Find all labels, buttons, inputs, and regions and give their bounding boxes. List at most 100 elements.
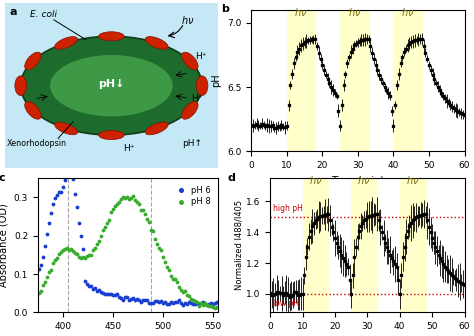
pH 6 [175,297,183,303]
pH 6 [35,267,43,272]
pH 6 [153,298,161,303]
Text: high pH: high pH [273,204,303,213]
pH 6 [183,302,191,307]
pH 8 [165,267,173,272]
Y-axis label: Absorbance (OD): Absorbance (OD) [0,203,8,287]
pH 8 [39,282,47,288]
Ellipse shape [25,52,41,70]
pH 6 [125,297,133,303]
Y-axis label: Normalized I488/I405: Normalized I488/I405 [234,200,243,290]
pH 8 [49,260,57,266]
pH 6 [139,297,147,302]
pH 6 [177,300,185,306]
pH 8 [139,208,147,213]
pH 6 [165,301,173,306]
pH 6 [91,285,99,291]
pH 8 [91,245,99,250]
pH 8 [69,248,77,253]
pH 8 [201,300,209,305]
pH 6 [147,300,155,305]
pH 8 [59,248,67,253]
pH 8 [213,304,221,309]
pH 8 [141,211,149,216]
pH 6 [67,170,75,175]
pH 8 [37,288,45,294]
pH 8 [163,264,171,270]
pH 8 [159,254,167,260]
pH 6 [181,301,189,306]
Text: pH↓: pH↓ [98,79,125,89]
pH 6 [119,297,127,302]
Text: a: a [9,7,17,17]
pH 6 [37,262,45,267]
pH 8 [147,227,155,233]
pH 6 [93,288,101,293]
pH 6 [151,298,159,304]
pH 8 [123,195,131,200]
pH 6 [51,195,59,201]
pH 8 [81,255,89,260]
pH 6 [39,254,47,260]
pH 6 [159,301,167,306]
pH 6 [75,220,83,226]
pH 8 [161,260,169,265]
pH 6 [149,300,157,306]
pH 6 [169,300,177,306]
pH 6 [73,204,81,210]
Text: H⁺: H⁺ [195,51,207,60]
Ellipse shape [182,52,198,70]
pH 6 [47,210,55,216]
pH 8 [137,207,145,212]
pH 6 [109,292,117,298]
pH 8 [197,300,205,305]
pH 6 [179,302,187,307]
pH 6 [205,302,213,307]
pH 6 [209,301,217,306]
pH 6 [77,234,85,239]
pH 6 [101,291,109,297]
pH 6 [141,297,149,302]
Bar [393,10,422,151]
Bar [340,10,369,151]
pH 8 [171,276,179,282]
Ellipse shape [49,54,173,117]
pH 6 [143,298,151,303]
pH 6 [187,301,195,306]
pH 8 [185,294,193,299]
pH 6 [53,192,61,198]
pH 8 [105,218,113,223]
pH 8 [87,252,95,257]
pH 8 [151,236,159,242]
pH 8 [67,246,75,252]
pH 6 [191,301,199,306]
pH 8 [51,257,59,262]
pH 8 [71,250,79,255]
pH 8 [175,284,183,290]
pH 8 [83,253,91,259]
pH 8 [183,293,191,298]
pH 8 [211,305,219,310]
pH 8 [115,199,123,205]
pH 8 [47,267,55,273]
pH 8 [117,197,125,202]
pH 6 [171,299,179,304]
pH 6 [161,300,169,305]
pH 8 [181,289,189,294]
pH 8 [153,242,161,247]
pH 8 [57,249,65,254]
pH 6 [103,291,111,297]
pH 8 [79,254,87,259]
pH 6 [163,301,171,307]
Ellipse shape [15,76,27,95]
pH 8 [129,194,137,199]
X-axis label: Time (min): Time (min) [331,175,384,185]
Text: h$\nu$: h$\nu$ [294,6,308,18]
pH 6 [195,301,203,307]
Bar [400,178,426,312]
pH 8 [167,273,175,279]
pH 6 [65,168,73,174]
Ellipse shape [21,36,202,135]
pH 6 [79,246,87,251]
pH 8 [177,287,185,293]
pH 6 [85,283,93,288]
